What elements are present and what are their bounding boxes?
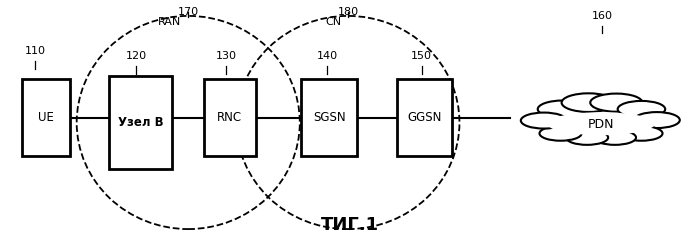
Text: 160: 160	[592, 11, 613, 21]
Text: 130: 130	[216, 51, 237, 61]
FancyBboxPatch shape	[22, 79, 70, 156]
Circle shape	[634, 112, 680, 128]
Text: GGSN: GGSN	[407, 111, 442, 124]
FancyBboxPatch shape	[109, 76, 172, 169]
Circle shape	[521, 112, 567, 129]
Circle shape	[566, 130, 608, 145]
Text: UE: UE	[38, 111, 54, 124]
Text: 140: 140	[316, 51, 337, 61]
FancyBboxPatch shape	[397, 79, 452, 156]
Text: ΤИГ.1: ΤИГ.1	[321, 216, 379, 234]
Text: 120: 120	[125, 51, 146, 61]
Ellipse shape	[540, 109, 662, 136]
FancyBboxPatch shape	[204, 79, 256, 156]
Text: 170: 170	[178, 7, 199, 17]
Circle shape	[561, 93, 615, 112]
Circle shape	[590, 94, 643, 112]
Text: RNC: RNC	[217, 111, 242, 124]
Text: 180: 180	[337, 7, 358, 17]
Text: RAN: RAN	[158, 17, 181, 27]
Text: 150: 150	[412, 51, 433, 61]
Circle shape	[594, 130, 636, 145]
Circle shape	[540, 126, 582, 141]
Circle shape	[538, 100, 587, 118]
Text: 110: 110	[25, 46, 46, 56]
Circle shape	[620, 126, 662, 141]
Text: SGSN: SGSN	[313, 111, 345, 124]
Ellipse shape	[547, 112, 655, 135]
Text: CN: CN	[326, 17, 342, 27]
Text: Узел B: Узел B	[118, 116, 164, 129]
FancyBboxPatch shape	[301, 79, 357, 156]
Text: PDN: PDN	[588, 118, 615, 131]
Circle shape	[617, 101, 665, 117]
